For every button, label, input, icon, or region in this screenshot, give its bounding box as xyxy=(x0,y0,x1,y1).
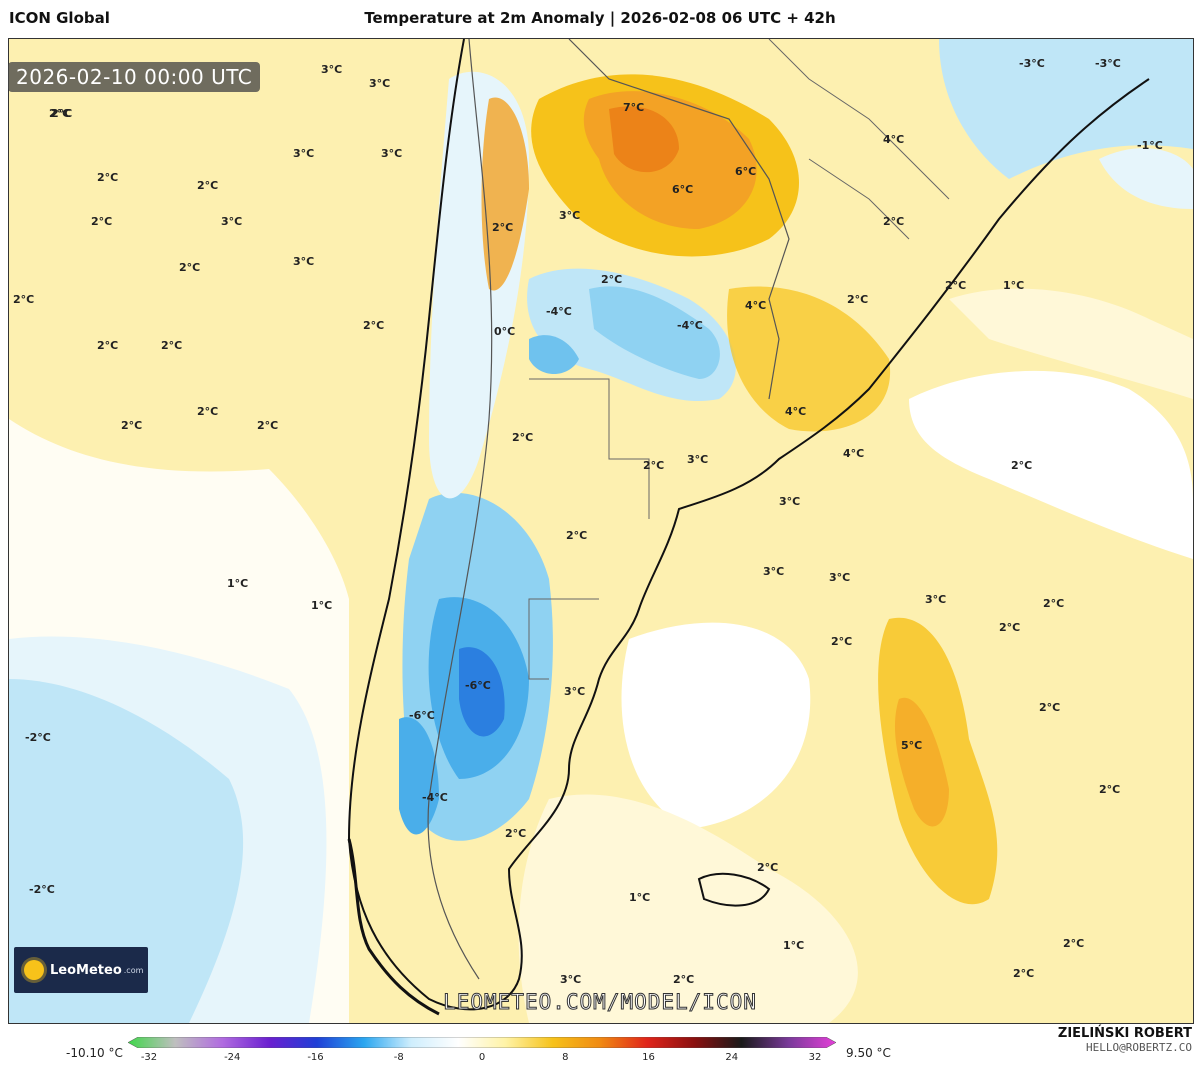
contour-label: 7°C xyxy=(623,101,645,114)
contour-label: 2°C xyxy=(51,107,73,120)
contour-label: 2°C xyxy=(1011,459,1033,472)
contour-label: 4°C xyxy=(785,405,807,418)
contour-label: 2°C xyxy=(1063,937,1085,950)
header-bar: ICON Global Temperature at 2m Anomaly | … xyxy=(0,0,1200,38)
contour-label: 3°C xyxy=(925,593,947,606)
legend-tick: 8 xyxy=(562,1052,569,1063)
anomaly-map xyxy=(9,39,1193,1023)
contour-label: 3°C xyxy=(381,147,403,160)
contour-label: 2°C xyxy=(13,293,35,306)
contour-label: 3°C xyxy=(564,685,586,698)
contour-label: 2°C xyxy=(883,215,905,228)
contour-label: 2°C xyxy=(505,827,527,840)
contour-label: 3°C xyxy=(293,255,315,268)
model-name: ICON Global xyxy=(9,9,110,27)
map-title: Temperature at 2m Anomaly | 2026-02-08 0… xyxy=(364,9,836,27)
legend-max-label: 9.50 °C xyxy=(846,1046,891,1060)
author-email[interactable]: HELLO@ROBERTZ.CO xyxy=(1086,1041,1192,1054)
contour-label: 5°C xyxy=(901,739,923,752)
contour-label: -4°C xyxy=(422,791,448,804)
contour-label: 2°C xyxy=(999,621,1021,634)
author-credit: ZIELIŃSKI ROBERT HELLO@ROBERTZ.CO xyxy=(1058,1026,1192,1054)
contour-label: 3°C xyxy=(763,565,785,578)
contour-label: 2°C xyxy=(97,171,119,184)
contour-label: 2°C xyxy=(492,221,514,234)
contour-label: 3°C xyxy=(560,973,582,986)
legend-tick: 32 xyxy=(808,1052,822,1063)
contour-label: 6°C xyxy=(672,183,694,196)
contour-label: 2°C xyxy=(1039,701,1061,714)
legend-tick: 0 xyxy=(478,1052,486,1063)
contour-label: 2°C xyxy=(49,107,71,120)
contour-label: 3°C xyxy=(293,147,315,160)
contour-label: -1°C xyxy=(1137,139,1163,152)
contour-label: -2°C xyxy=(29,883,55,896)
map-panel[interactable]: 3°C 3°C 2°C 3°C 3°C 2°C 2°C 2°C 3°C 2°C 3°C 2°C 2°C 2… xyxy=(8,38,1194,1024)
valid-time-badge: 2026-02-10 00:00 UTC xyxy=(8,62,261,92)
contour-label: 2°C xyxy=(601,273,623,286)
contour-label: 2°C xyxy=(643,459,665,472)
contour-label: 2°C xyxy=(363,319,385,332)
contour-label: -4°C xyxy=(546,305,572,318)
contour-label: 2°C xyxy=(1099,783,1121,796)
contour-label: 1°C xyxy=(1003,279,1025,292)
contour-label: 4°C xyxy=(883,133,905,146)
logo-text: LeoMeteo xyxy=(50,962,122,978)
contour-label: 2°C xyxy=(91,215,113,228)
contour-label: 3°C xyxy=(779,495,801,508)
contour-label: 1°C xyxy=(311,599,333,612)
contour-label: 2°C xyxy=(97,339,119,352)
contour-label: 2°C xyxy=(945,279,967,292)
contour-label: 3°C xyxy=(221,215,243,228)
contour-label: -2°C xyxy=(25,731,51,744)
contour-label: 2°C xyxy=(1043,597,1065,610)
legend-colorbar xyxy=(128,1037,836,1048)
contour-label: 2°C xyxy=(757,861,779,874)
legend-tick: -32 xyxy=(140,1052,158,1063)
contour-label: 2°C xyxy=(257,419,279,432)
contour-label: 3°C xyxy=(369,77,391,90)
contour-label: -6°C xyxy=(465,679,491,692)
contour-label: 3°C xyxy=(687,453,709,466)
legend-min-label: -10.10 °C xyxy=(66,1046,123,1060)
author-name: ZIELIŃSKI ROBERT xyxy=(1057,1026,1192,1041)
contour-label: 3°C xyxy=(829,571,851,584)
contour-label: 1°C xyxy=(227,577,249,590)
legend-tick: -24 xyxy=(224,1052,241,1063)
contour-label: 2°C xyxy=(566,529,588,542)
contour-label: -3°C xyxy=(1019,57,1045,70)
leometeo-logo[interactable]: LeoMeteo .com xyxy=(14,947,148,993)
contour-label: 2°C xyxy=(1013,967,1035,980)
logo-suffix: .com xyxy=(123,965,144,975)
contour-label: 2°C xyxy=(161,339,183,352)
contour-label: -6°C xyxy=(409,709,435,722)
contour-label: 1°C xyxy=(783,939,805,952)
contour-label: 6°C xyxy=(735,165,757,178)
legend-ticks: -32 -24 -16 -8 0 8 16 24 32 xyxy=(128,1052,836,1064)
contour-label: 3°C xyxy=(559,209,581,222)
contour-label: 2°C xyxy=(121,419,143,432)
legend-tick: -16 xyxy=(307,1052,324,1063)
contour-label: 1°C xyxy=(629,891,651,904)
contour-label: 2°C xyxy=(847,293,869,306)
sun-icon xyxy=(24,960,44,980)
legend-tick: -8 xyxy=(393,1052,404,1063)
contour-label: -4°C xyxy=(677,319,703,332)
contour-label: 0°C xyxy=(494,325,516,338)
legend-tick: 16 xyxy=(642,1052,655,1063)
contour-label: 2°C xyxy=(831,635,853,648)
model-url-watermark: LEOMETEO.COM/MODEL/ICON xyxy=(443,990,757,1015)
color-legend: -10.10 °C -32 -24 -16 -8 0 8 16 24 32 9.50 °C xyxy=(0,1032,1200,1066)
contour-label: 2°C xyxy=(197,179,219,192)
contour-label: 4°C xyxy=(745,299,767,312)
contour-label: 2°C xyxy=(673,973,695,986)
contour-label: 2°C xyxy=(512,431,534,444)
legend-tick: 24 xyxy=(725,1052,739,1063)
contour-label: 4°C xyxy=(843,447,865,460)
contour-label: 3°C xyxy=(321,63,343,76)
contour-label: 2°C xyxy=(179,261,201,274)
contour-label: -3°C xyxy=(1095,57,1121,70)
contour-label: 2°C xyxy=(197,405,219,418)
